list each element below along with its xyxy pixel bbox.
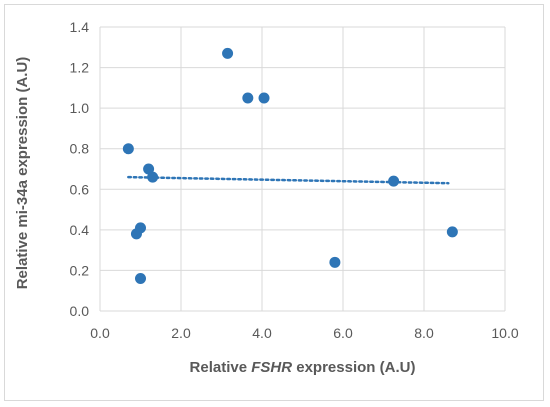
data-point (329, 256, 341, 268)
y-tick-labels: 0.0 0.2 0.4 0.6 0.8 1.0 1.2 1.4 (70, 19, 90, 319)
data-point (135, 222, 146, 234)
y-tick-label: 1.2 (70, 60, 90, 76)
gridlines (99, 26, 506, 312)
y-tick-label: 0.4 (70, 222, 90, 238)
data-point (388, 175, 400, 187)
y-tick-label: 1.4 (70, 19, 90, 35)
data-point (135, 273, 146, 285)
x-tick-label: 10.0 (491, 325, 518, 341)
data-point (258, 92, 270, 104)
y-tick-label: 0.6 (70, 181, 90, 197)
data-point (147, 171, 159, 183)
y-tick-label: 1.0 (70, 100, 90, 116)
chart-frame (4, 4, 544, 401)
y-tick-label: 0.8 (70, 141, 90, 157)
y-tick-label: 0.0 (70, 303, 90, 319)
x-tick-label: 0.0 (90, 325, 110, 341)
data-point (242, 92, 254, 104)
data-points (122, 47, 458, 285)
data-point (446, 226, 458, 238)
x-tick-label: 4.0 (252, 325, 272, 341)
x-tick-labels: 0.0 2.0 4.0 6.0 8.0 10.0 (90, 325, 519, 341)
trendline (127, 175, 450, 185)
y-axis-title: Relative mi-34a expression (A.U) (14, 57, 31, 290)
data-point (143, 163, 155, 175)
x-tick-label: 8.0 (414, 325, 434, 341)
y-tick-label: 0.2 (70, 262, 90, 278)
data-point (122, 143, 134, 155)
data-point (222, 47, 234, 59)
x-axis-title: Relative FSHR expression (A.U) (190, 359, 416, 376)
x-tick-label: 6.0 (333, 325, 353, 341)
trendline-group (127, 175, 450, 185)
x-tick-label: 2.0 (171, 325, 191, 341)
